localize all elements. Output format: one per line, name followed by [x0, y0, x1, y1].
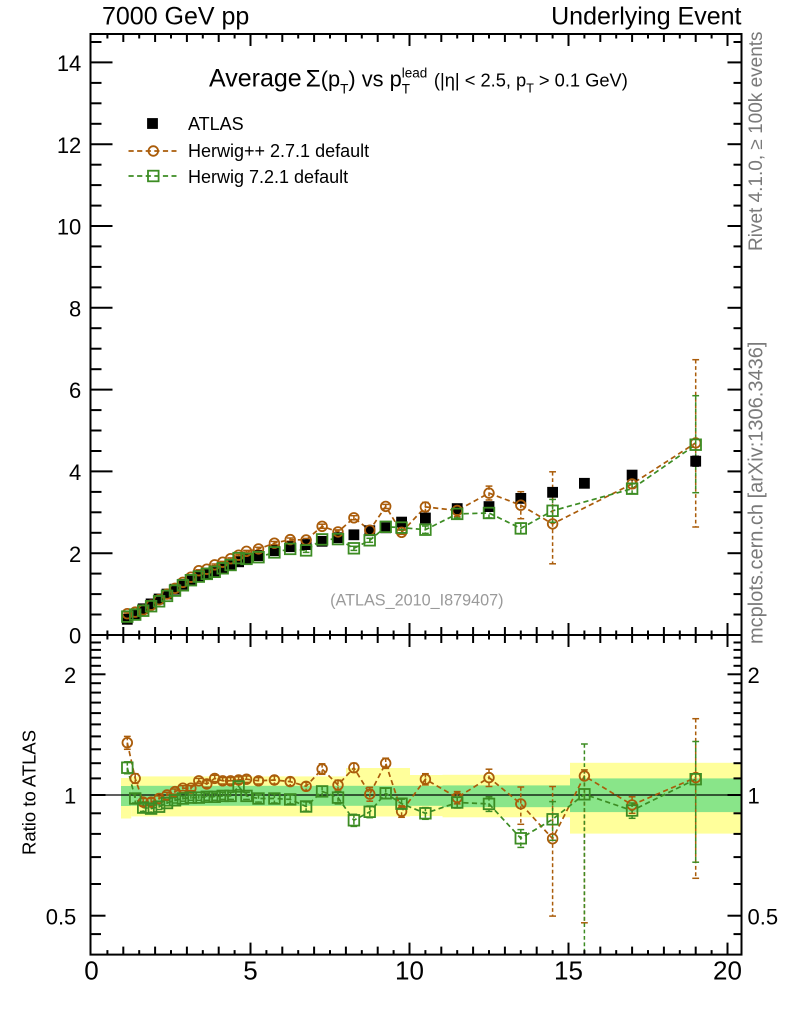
svg-text:Herwig++ 2.7.1 default: Herwig++ 2.7.1 default — [188, 141, 369, 161]
svg-text:6: 6 — [69, 378, 81, 403]
svg-text:mcplots.cern.ch [arXiv:1306.34: mcplots.cern.ch [arXiv:1306.3436] — [746, 342, 768, 644]
svg-text:Underlying Event: Underlying Event — [551, 3, 741, 31]
svg-text:0: 0 — [69, 624, 81, 649]
svg-text:0.5: 0.5 — [748, 904, 779, 929]
svg-text:(ATLAS_2010_I879407): (ATLAS_2010_I879407) — [330, 592, 503, 610]
svg-text:Ratio to ATLAS: Ratio to ATLAS — [19, 730, 40, 855]
svg-text:12: 12 — [57, 133, 81, 158]
svg-text:0.5: 0.5 — [46, 904, 77, 929]
svg-text:4: 4 — [69, 460, 81, 485]
svg-text:7000 GeV pp: 7000 GeV pp — [102, 3, 249, 31]
svg-text:8: 8 — [69, 296, 81, 321]
svg-text:2: 2 — [748, 663, 760, 688]
svg-text:10: 10 — [57, 215, 81, 240]
svg-text:ATLAS: ATLAS — [188, 114, 244, 134]
svg-text:0: 0 — [84, 956, 98, 986]
svg-text:5: 5 — [243, 956, 257, 986]
svg-text:15: 15 — [554, 956, 583, 986]
svg-text:20: 20 — [713, 956, 742, 986]
svg-text:14: 14 — [57, 51, 81, 76]
svg-text:2: 2 — [64, 663, 76, 688]
svg-text:2: 2 — [69, 542, 81, 567]
svg-text:1: 1 — [748, 784, 760, 809]
svg-text:Rivet 4.1.0, ≥ 100k events: Rivet 4.1.0, ≥ 100k events — [746, 31, 767, 251]
svg-text:10: 10 — [395, 956, 424, 986]
svg-text:Herwig 7.2.1 default: Herwig 7.2.1 default — [188, 167, 348, 187]
svg-text:1: 1 — [64, 784, 76, 809]
